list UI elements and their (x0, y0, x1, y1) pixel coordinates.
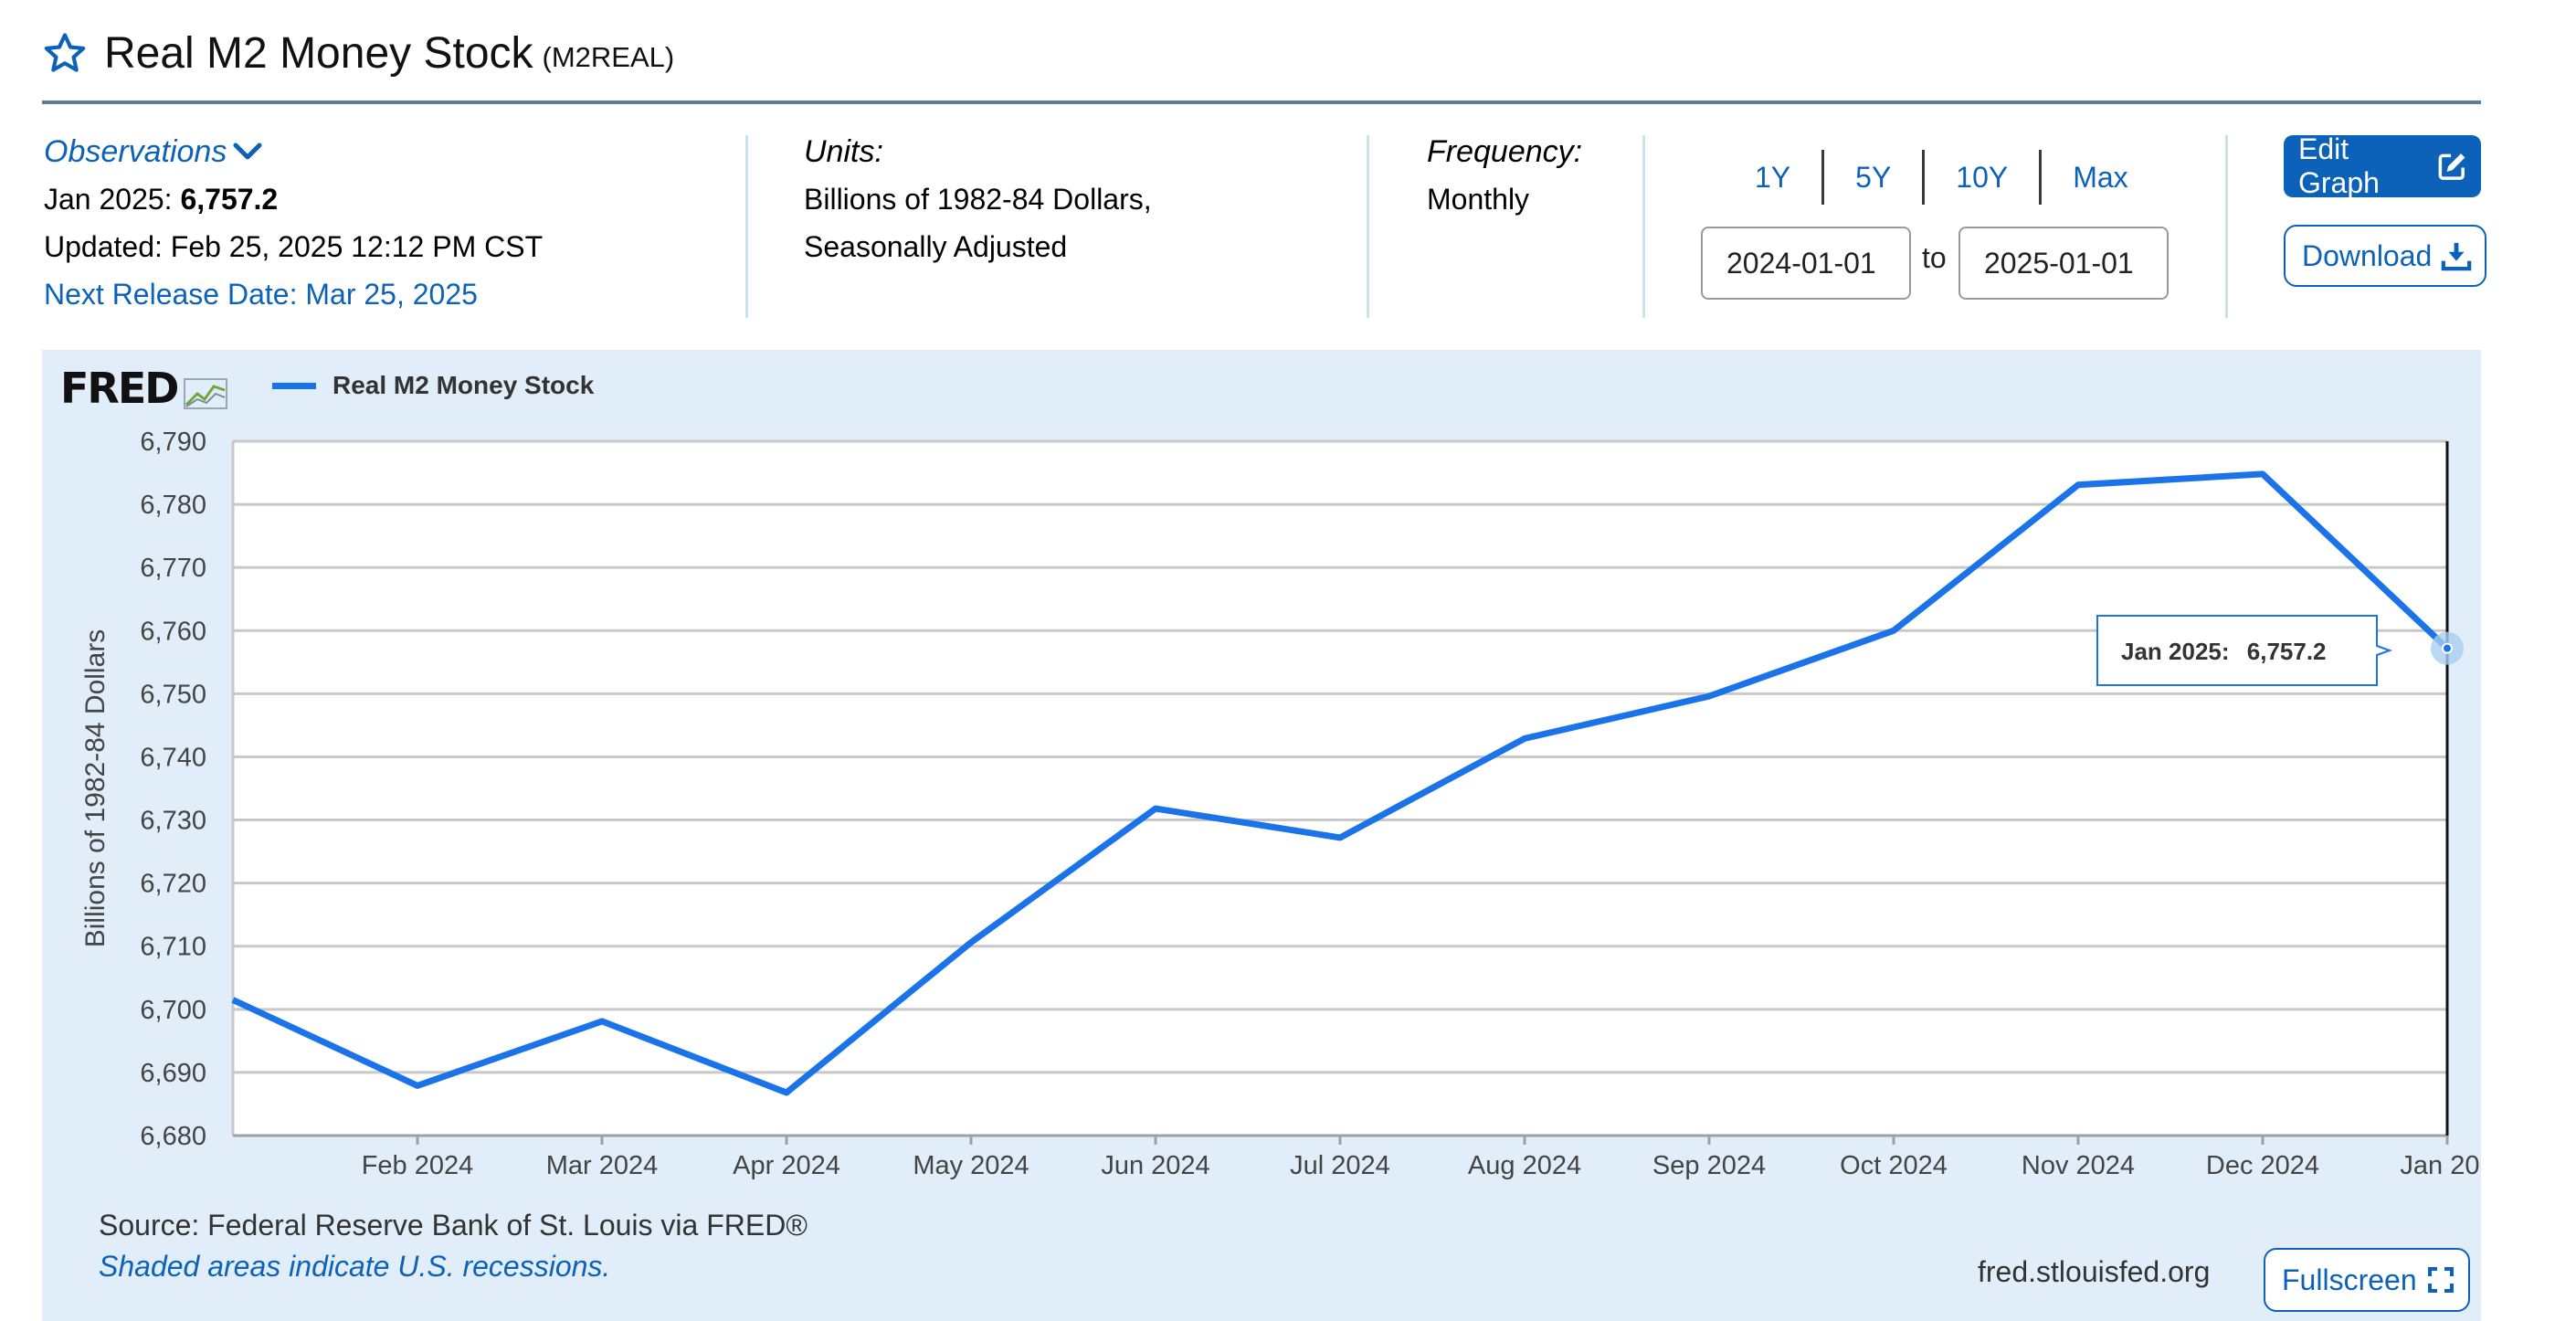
meta-divider (2225, 135, 2228, 318)
to-label: to (1922, 241, 1947, 274)
y-tick-label: 6,760 (140, 617, 206, 646)
tooltip: Jan 2025: 6,757.2 (2096, 615, 2392, 686)
data-point[interactable] (1521, 734, 1528, 742)
y-tick-label: 6,770 (140, 554, 206, 583)
meta-divider (1642, 135, 1645, 318)
data-points (229, 470, 2464, 1096)
fred-logo: FRED (60, 361, 230, 412)
data-point[interactable] (1890, 627, 1897, 634)
download-label: Download (2302, 238, 2433, 272)
source-text: Source: Federal Reserve Bank of St. Loui… (99, 1209, 808, 1242)
fullscreen-label: Fullscreen (2282, 1263, 2417, 1296)
y-tick-label: 6,720 (140, 870, 206, 899)
data-point[interactable] (783, 1089, 790, 1096)
x-tick-label: Nov 2024 (2022, 1151, 2135, 1180)
frequency-heading: Frequency: (1427, 134, 1583, 169)
x-tick-label: Mar 2024 (546, 1151, 659, 1180)
data-point[interactable] (1705, 692, 1713, 700)
star-icon[interactable] (42, 30, 88, 76)
svg-text:Jan 2025: 6,757.2: Jan 2025: 6,757.2 (2121, 638, 2327, 665)
data-point[interactable] (1152, 805, 1159, 812)
y-tick-label: 6,780 (140, 491, 206, 520)
y-axis: 6,680 6,690 6,700 6,710 6,720 6,730 6,740 6,750… (140, 428, 206, 1151)
data-point[interactable] (1336, 834, 1344, 841)
tooltip-label: Jan 2025: (2121, 638, 2230, 665)
edit-graph-button[interactable]: Edit Graph (2284, 132, 2481, 199)
fullscreen-button[interactable]: Fullscreen (2264, 1248, 2470, 1312)
observations-toggle[interactable]: Observations (44, 128, 543, 175)
latest-value: 6,757.2 (180, 183, 279, 216)
site-url[interactable]: fred.stlouisfed.org (1978, 1255, 2211, 1288)
frequency-value: Monthly (1427, 183, 1530, 216)
y-tick-label: 6,750 (140, 680, 206, 709)
latest-label: Jan 2025: (44, 183, 173, 216)
next-release-link[interactable]: Next Release Date: Mar 25, 2025 (44, 278, 478, 311)
data-point[interactable] (229, 996, 237, 1003)
start-date-input[interactable]: 2024-01-01 (1701, 227, 1911, 300)
data-point[interactable] (967, 939, 975, 946)
meta-divider (745, 135, 748, 318)
recession-note[interactable]: Shaded areas indicate U.S. recessions. (99, 1250, 611, 1283)
legend-swatch (272, 382, 316, 389)
y-tick-label: 6,730 (140, 807, 206, 836)
series-id: (M2REAL) (542, 41, 675, 73)
range-10y-button[interactable]: 10Y (1925, 150, 2043, 205)
units-line-2: Seasonally Adjusted (804, 230, 1068, 263)
range-max-button[interactable]: Max (2073, 161, 2128, 194)
x-tick-label: Oct 2024 (1840, 1151, 1948, 1180)
x-tick-label: Apr 2024 (733, 1151, 840, 1180)
y-axis-label: Billions of 1982-84 Dollars (80, 629, 111, 948)
series-line[interactable] (231, 470, 2450, 1096)
legend-label: Real M2 Money Stock (333, 371, 595, 399)
x-tick-label: Jan 202 (2400, 1151, 2481, 1180)
end-date-input[interactable]: 2025-01-01 (1958, 227, 2169, 300)
title-divider (42, 100, 2481, 104)
data-point[interactable] (2075, 481, 2082, 489)
updated-text: Updated: Feb 25, 2025 12:12 PM CST (44, 230, 544, 263)
edit-icon (2438, 153, 2465, 180)
title-row: Real M2 Money Stock (M2REAL) (42, 26, 674, 80)
line-chart[interactable]: 6,680 6,690 6,700 6,710 6,720 6,730 6,740 6,750… (42, 350, 2481, 1227)
chart-legend: Real M2 Money Stock (272, 371, 594, 400)
x-axis: Feb 2024 Mar 2024 Apr 2024 May 2024 Jun 2024… (362, 1136, 2481, 1180)
download-button[interactable]: Download (2284, 225, 2487, 287)
units-line-1: Billions of 1982-84 Dollars, (804, 183, 1152, 216)
x-tick-label: Sep 2024 (1652, 1151, 1766, 1180)
x-tick-label: Feb 2024 (362, 1151, 474, 1180)
units-heading: Units: (804, 134, 883, 169)
y-tick-label: 6,740 (140, 743, 206, 772)
y-tick-label: 6,690 (140, 1059, 206, 1088)
y-tick-label: 6,680 (140, 1122, 206, 1151)
fred-logo-chart-icon (184, 378, 228, 409)
y-tick-label: 6,700 (140, 996, 206, 1025)
page-title: Real M2 Money Stock (104, 28, 533, 78)
x-tick-label: Aug 2024 (1468, 1151, 1581, 1180)
range-5y-button[interactable]: 5Y (1824, 150, 1926, 205)
chevron-down-icon (233, 143, 262, 160)
download-icon (2442, 242, 2472, 271)
x-tick-label: May 2024 (913, 1151, 1029, 1180)
data-point[interactable] (598, 1018, 606, 1025)
latest-observation: Jan 2025: 6,757.2 (44, 175, 543, 223)
x-tick-label: Dec 2024 (2206, 1151, 2319, 1180)
range-1y-button[interactable]: 1Y (1724, 150, 1825, 205)
y-tick-label: 6,710 (140, 933, 206, 962)
x-tick-label: Jul 2024 (1290, 1151, 1390, 1180)
data-point[interactable] (414, 1082, 421, 1089)
units-column: Units: Billions of 1982-84 Dollars, Seas… (804, 128, 1152, 270)
y-tick-label: 6,790 (140, 428, 206, 457)
meta-divider (1367, 135, 1369, 318)
data-point[interactable] (2259, 470, 2266, 478)
tooltip-value: 6,757.2 (2247, 638, 2327, 665)
edit-graph-label: Edit Graph (2298, 132, 2380, 199)
frequency-column: Frequency: Monthly (1427, 128, 1582, 223)
x-tick-label: Jun 2024 (1101, 1151, 1209, 1180)
range-buttons: 1Y 5Y 10Y Max (1724, 150, 2159, 205)
observations-heading[interactable]: Observations (44, 134, 227, 169)
fred-logo-text: FRED (60, 364, 179, 413)
fullscreen-icon (2427, 1267, 2454, 1293)
observations-column: Observations Jan 2025: 6,757.2 Updated: … (44, 128, 543, 318)
hover-point[interactable] (2442, 642, 2453, 654)
series-meta: Observations Jan 2025: 6,757.2 Updated: … (42, 128, 2487, 329)
